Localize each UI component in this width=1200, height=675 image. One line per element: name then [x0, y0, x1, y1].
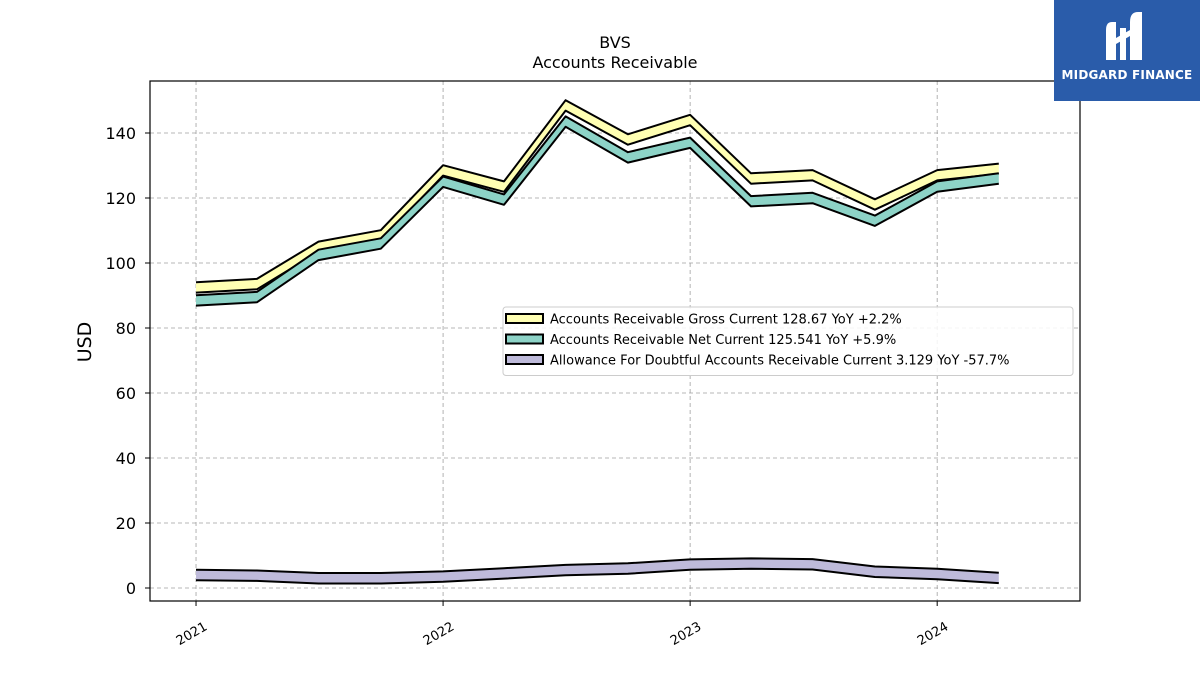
series-0 — [195, 99, 999, 294]
legend-swatch — [505, 333, 544, 345]
y-axis-label: USD — [74, 322, 96, 363]
y-tick-label: 100 — [105, 254, 136, 273]
legend-label: Accounts Receivable Net Current 125.541 … — [550, 333, 896, 348]
y-tick-label: 140 — [105, 124, 136, 143]
x-tick-label: 2021 — [174, 619, 210, 649]
y-tick-label: 20 — [116, 514, 136, 533]
series-upper-edge — [195, 557, 999, 574]
series-upper-edge — [195, 99, 999, 284]
legend-label: Accounts Receivable Gross Current 128.67… — [550, 313, 902, 328]
legend: Accounts Receivable Gross Current 128.67… — [502, 306, 1074, 376]
series-band — [196, 100, 999, 293]
chart-title: BVS — [599, 33, 631, 52]
y-tick-label: 80 — [116, 319, 136, 338]
series-band — [196, 116, 999, 306]
legend-box — [502, 306, 1074, 376]
y-tick-label: 40 — [116, 449, 136, 468]
x-tick-label: 2024 — [915, 619, 951, 649]
legend-swatch — [505, 313, 544, 324]
y-tick-label: 60 — [116, 384, 136, 403]
chart-subtitle: Accounts Receivable — [532, 53, 697, 72]
midgard-finance-logo: MIDGARD FINANCE — [1054, 0, 1200, 101]
y-tick-label: 0 — [126, 579, 136, 598]
series-2 — [195, 557, 999, 585]
series-1 — [195, 115, 999, 307]
logo-text: MIDGARD FINANCE — [1061, 68, 1193, 82]
x-tick-label: 2023 — [668, 619, 704, 649]
series-band — [196, 558, 999, 584]
legend-label: Allowance For Doubtful Accounts Receivab… — [550, 354, 1010, 369]
y-tick-label: 120 — [105, 189, 136, 208]
x-tick-label: 2022 — [421, 619, 457, 649]
series-upper-edge — [195, 115, 999, 297]
logo-mark-icon — [1106, 12, 1142, 60]
plot-frame — [149, 80, 1081, 602]
series-lower-edge — [195, 567, 999, 585]
series-lower-edge — [195, 125, 999, 307]
series-layer — [195, 99, 999, 585]
legend-swatch — [505, 354, 544, 365]
